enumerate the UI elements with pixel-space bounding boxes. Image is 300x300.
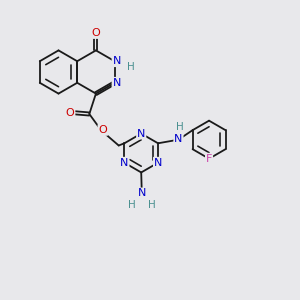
Text: H: H bbox=[128, 200, 136, 210]
Text: N: N bbox=[154, 158, 162, 168]
Text: O: O bbox=[66, 107, 74, 118]
Text: N: N bbox=[138, 188, 146, 198]
Text: N: N bbox=[112, 56, 121, 66]
Text: H: H bbox=[176, 122, 184, 132]
Text: H: H bbox=[148, 200, 155, 210]
Text: O: O bbox=[98, 125, 107, 135]
Text: O: O bbox=[92, 28, 100, 38]
Text: N: N bbox=[174, 134, 183, 144]
Text: H: H bbox=[127, 62, 135, 72]
Text: N: N bbox=[112, 78, 121, 88]
Text: N: N bbox=[137, 129, 146, 139]
Text: N: N bbox=[120, 158, 129, 168]
Text: F: F bbox=[206, 154, 212, 164]
